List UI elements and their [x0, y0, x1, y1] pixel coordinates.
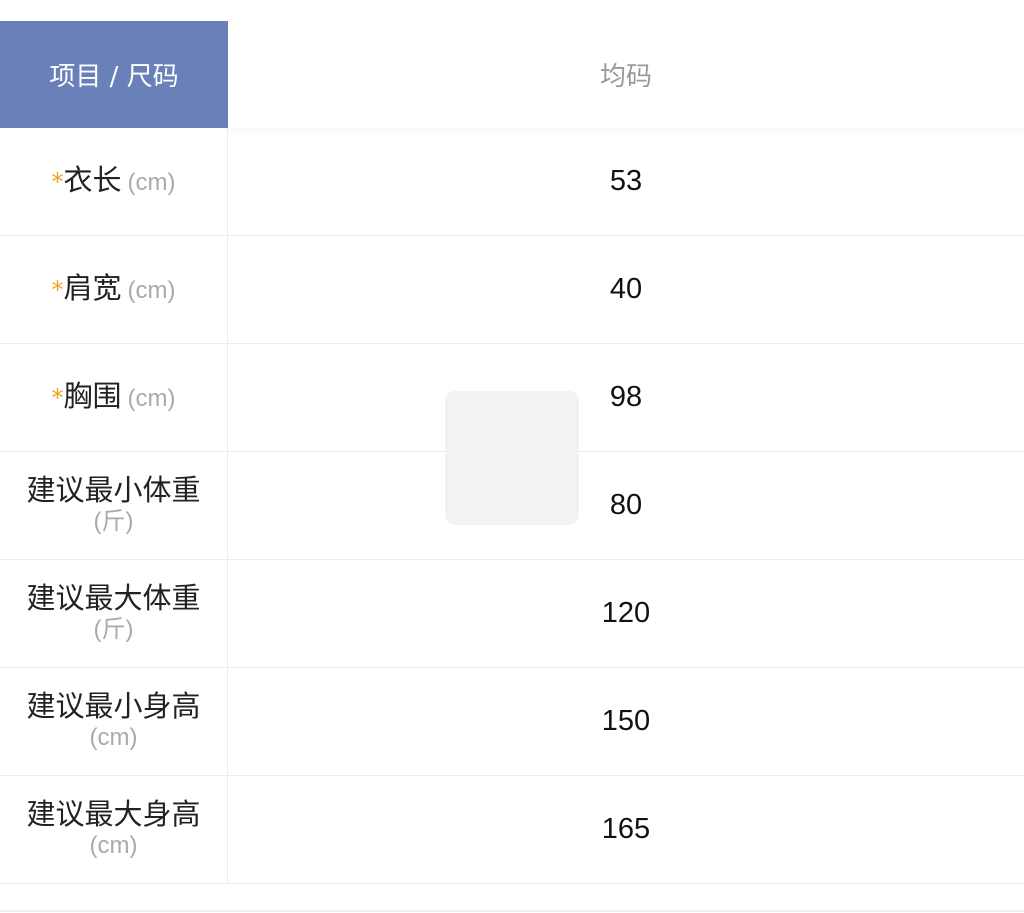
row-unit: (cm)	[127, 277, 176, 304]
row-label: 胸围	[63, 379, 122, 413]
required-star: *	[51, 276, 64, 304]
required-star: *	[51, 384, 64, 412]
row-label: 肩宽	[63, 271, 122, 305]
row-label: 衣长	[63, 163, 122, 197]
row-unit: (cm)	[89, 831, 138, 859]
row-value: 80	[609, 489, 643, 521]
row-unit: (cm)	[89, 723, 138, 751]
table-header: 项目 / 尺码 均码	[0, 21, 1024, 128]
row-unit: (cm)	[127, 385, 176, 412]
table-row: 建议最大身高 (cm) 165	[0, 776, 1024, 884]
table-row: * 肩宽 (cm) 40	[0, 236, 1024, 344]
table-row: * 胸围 (cm) 98	[0, 344, 1024, 452]
row-unit: (斤)	[93, 615, 134, 643]
required-star: *	[51, 168, 64, 196]
row-label: 建议最大体重	[26, 580, 201, 615]
divider	[0, 910, 1024, 912]
table-row: 建议最大体重 (斤) 120	[0, 560, 1024, 668]
header-item-size: 项目 / 尺码	[0, 21, 228, 128]
row-value: 120	[601, 597, 651, 629]
row-value: 40	[609, 273, 643, 305]
table-row: 建议最小体重 (斤) 80	[0, 452, 1024, 560]
row-value: 150	[601, 705, 651, 737]
table-row: 建议最小身高 (cm) 150	[0, 668, 1024, 776]
row-unit: (cm)	[127, 169, 176, 196]
row-unit: (斤)	[93, 507, 134, 535]
row-label: 建议最小体重	[26, 472, 201, 507]
table-row: * 衣长 (cm) 53	[0, 128, 1024, 236]
row-label: 建议最大身高	[26, 796, 201, 831]
row-value: 53	[609, 165, 643, 197]
header-one-size: 均码	[228, 21, 1024, 128]
row-label: 建议最小身高	[26, 688, 201, 723]
loading-overlay	[445, 391, 579, 525]
size-table: 项目 / 尺码 均码 * 衣长 (cm) 53 * 肩宽 (cm) 40 * 胸围 (cm)…	[0, 21, 1024, 884]
row-value: 98	[609, 381, 643, 413]
row-value: 165	[601, 813, 651, 845]
